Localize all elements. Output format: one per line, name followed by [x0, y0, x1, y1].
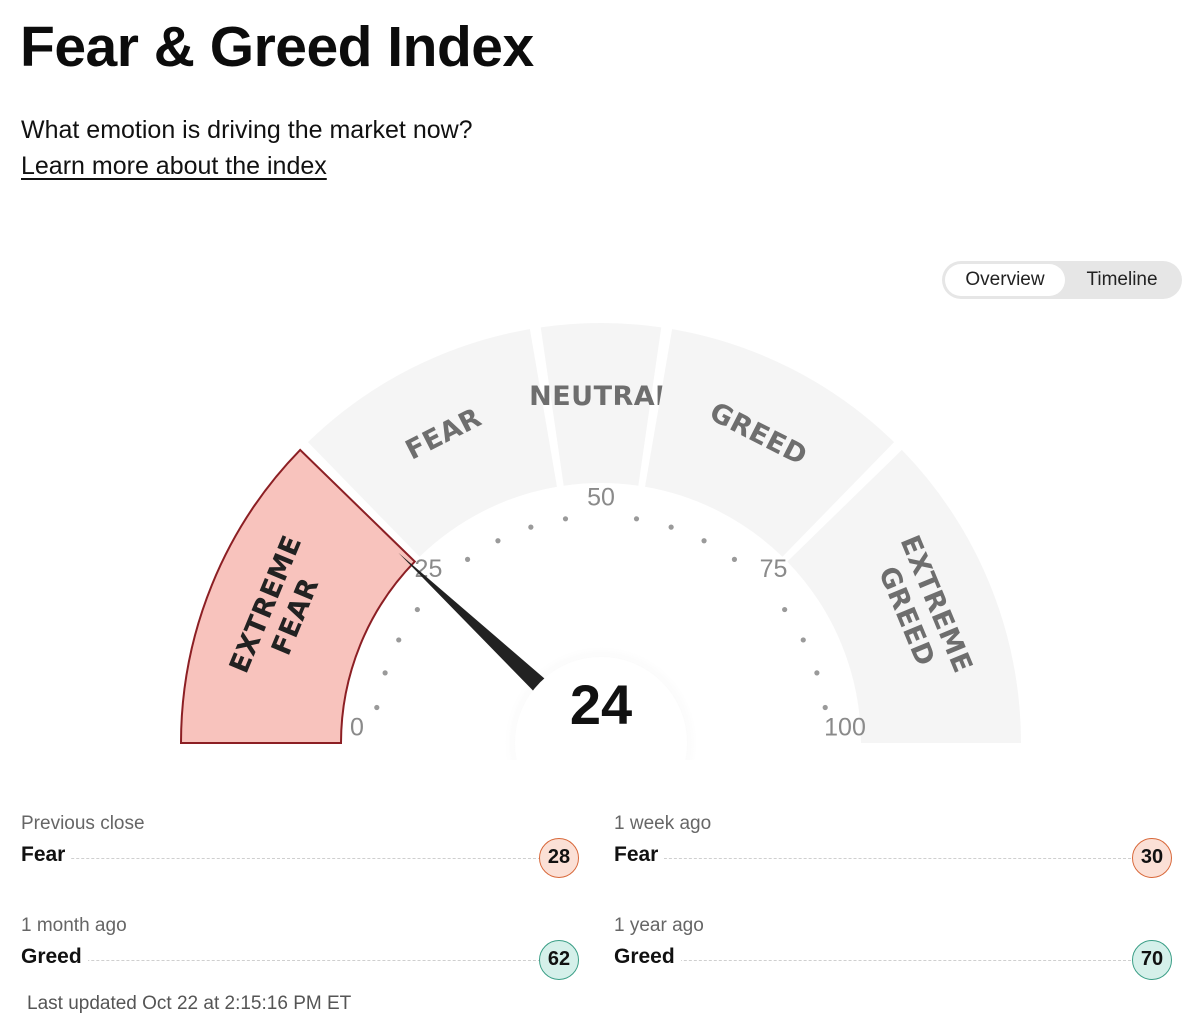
history-1-month-ago: 1 month ago Greed 62: [21, 914, 582, 994]
gauge-dot: [495, 538, 501, 544]
gauge-tick-label: 25: [415, 555, 443, 583]
history-period: 1 month ago: [21, 915, 127, 936]
gauge-tick-labels: 0 25 50 75 100: [350, 484, 866, 742]
gauge-tick-label: 75: [760, 555, 788, 583]
gauge-dot: [528, 524, 534, 530]
history-1-week-ago: 1 week ago Fear 30: [614, 812, 1177, 892]
dashed-leader: [21, 960, 541, 961]
history-rating: Greed: [21, 944, 88, 970]
gauge-zone: [179, 448, 417, 744]
history-rating: Greed: [614, 944, 681, 970]
gauge-dot: [414, 606, 420, 613]
gauge-dot: [822, 704, 828, 711]
overview-tab[interactable]: Overview: [945, 264, 1065, 296]
dashed-leader: [614, 858, 1136, 859]
gauge-dot: [464, 556, 471, 562]
history-rating: Fear: [21, 842, 72, 868]
gauge-dot: [562, 516, 569, 522]
gauge-zone: [645, 329, 895, 557]
gauge-value: 24: [570, 673, 632, 736]
fear-greed-gauge: EXTREMEFEARFEARNEUTRALGREEDEXTREMEGREED …: [179, 323, 1021, 760]
gauge-dot: [731, 556, 738, 562]
page-title: Fear & Greed Index: [20, 15, 534, 79]
history-score-badge: 30: [1132, 838, 1172, 878]
history-score-badge: 62: [539, 940, 579, 980]
dashed-leader: [614, 960, 1136, 961]
gauge-dots: [374, 516, 828, 711]
gauge-dot: [782, 606, 788, 613]
gauge-dot: [633, 516, 640, 522]
history-period: 1 week ago: [614, 813, 712, 834]
timeline-tab[interactable]: Timeline: [1086, 269, 1158, 290]
view-toggle: Overview Timeline: [942, 261, 1182, 299]
history-score-badge: 28: [539, 838, 579, 878]
gauge-hub: [515, 657, 687, 760]
gauge-dot: [396, 637, 402, 643]
gauge-zone: [540, 323, 662, 486]
gauge-dot: [382, 670, 388, 676]
history-1-year-ago: 1 year ago Greed 70: [614, 914, 1177, 994]
gauge-tick-label: 100: [824, 714, 866, 742]
gauge-dot: [668, 524, 674, 530]
gauge-zone: [307, 329, 557, 557]
history-rating: Fear: [614, 842, 665, 868]
last-updated-timestamp: Last updated Oct 22 at 2:15:16 PM ET: [27, 993, 352, 1014]
gauge-dot: [701, 538, 707, 544]
gauge-dot: [800, 637, 806, 643]
dashed-leader: [21, 858, 541, 859]
gauge-dot: [814, 670, 820, 676]
gauge-tick-label: 50: [587, 484, 615, 512]
gauge-zone-label: NEUTRAL: [529, 381, 673, 412]
history-period: 1 year ago: [614, 915, 704, 936]
page-subtitle: What emotion is driving the market now?: [21, 116, 473, 144]
gauge-zone: [787, 449, 1021, 743]
history-score-badge: 70: [1132, 940, 1172, 980]
history-previous-close: Previous close Fear 28: [21, 812, 582, 892]
gauge-dot: [374, 704, 380, 711]
learn-more-link[interactable]: Learn more about the index: [21, 152, 327, 180]
gauge-tick-label: 0: [350, 714, 364, 742]
history-period: Previous close: [21, 813, 145, 834]
